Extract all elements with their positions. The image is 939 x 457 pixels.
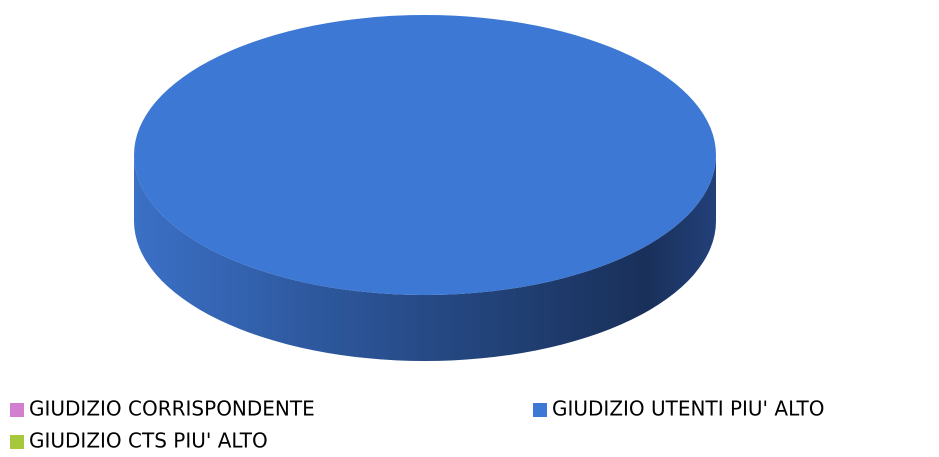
legend-swatch (10, 435, 24, 449)
legend-label: GIUDIZIO CORRISPONDENTE (29, 397, 315, 421)
legend-label: GIUDIZIO CTS PIU' ALTO (29, 429, 268, 453)
legend-label: GIUDIZIO UTENTI PIU' ALTO (552, 397, 824, 421)
slice (134, 15, 716, 295)
legend-swatch (533, 403, 547, 417)
slice-side (134, 155, 716, 361)
legend-swatch (10, 403, 24, 417)
